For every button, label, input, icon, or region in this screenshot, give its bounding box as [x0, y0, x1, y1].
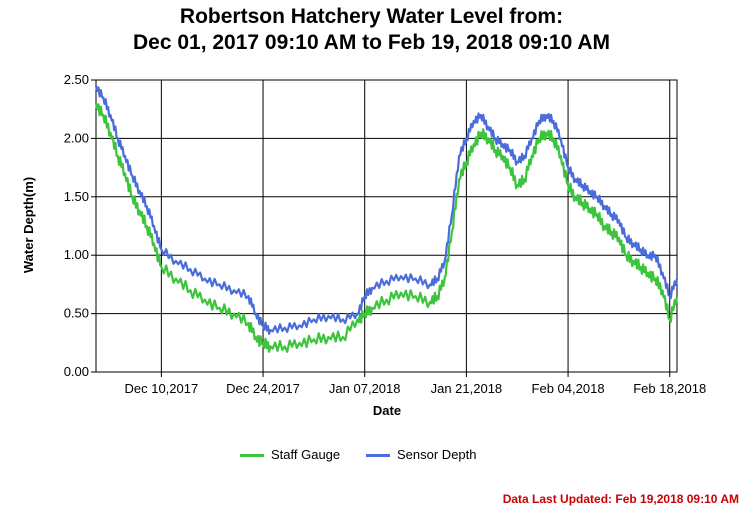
legend-label-staff-gauge: Staff Gauge — [271, 447, 341, 462]
legend-swatch-sensor-depth — [366, 454, 390, 457]
series-line-staff-gauge — [94, 103, 679, 353]
x-axis-title: Date — [373, 403, 401, 418]
legend-label-sensor-depth: Sensor Depth — [397, 447, 477, 462]
y-tick-label: 0.00 — [64, 364, 89, 379]
chart-svg: 0.000.501.001.502.002.50 Dec 10,2017 Dec … — [21, 72, 706, 418]
chart-title-line2: Dec 01, 2017 09:10 AM to Feb 19, 2018 09… — [132, 31, 611, 54]
chart-title-line1: Robertson Hatchery Water Level from: — [179, 5, 564, 28]
y-tick-label: 1.50 — [64, 189, 89, 204]
y-tick-label: 0.50 — [64, 306, 89, 321]
x-tick-label: Jan 07,2018 — [329, 381, 401, 396]
legend-swatch-staff-gauge — [240, 454, 264, 457]
y-tick-label: 1.00 — [64, 247, 89, 262]
x-tick-label: Dec 10,2017 — [124, 381, 198, 396]
x-ticks: Dec 10,2017 Dec 24,2017 Jan 07,2018 Jan 21,… — [124, 372, 706, 396]
legend: Staff Gauge Sensor Depth — [0, 445, 743, 465]
series-layer — [94, 85, 679, 353]
y-axis-title: Water Depth(m) — [21, 177, 36, 273]
x-tick-label: Dec 24,2017 — [226, 381, 300, 396]
y-tick-label: 2.00 — [64, 130, 89, 145]
last-updated-text: Data Last Updated: Feb 19,2018 09:10 AM — [502, 492, 739, 506]
x-tick-label: Jan 21,2018 — [431, 381, 503, 396]
y-ticks: 0.00 0.50 1.00 1.50 2.00 2.50 — [64, 72, 96, 379]
x-tick-label: Feb 18,2018 — [633, 381, 706, 396]
y-tick-label: 2.50 — [64, 72, 89, 87]
series-line-sensor-depth — [94, 85, 679, 335]
x-tick-label: Feb 04,2018 — [532, 381, 605, 396]
plot-area-border — [95, 79, 678, 373]
grid — [95, 79, 678, 373]
